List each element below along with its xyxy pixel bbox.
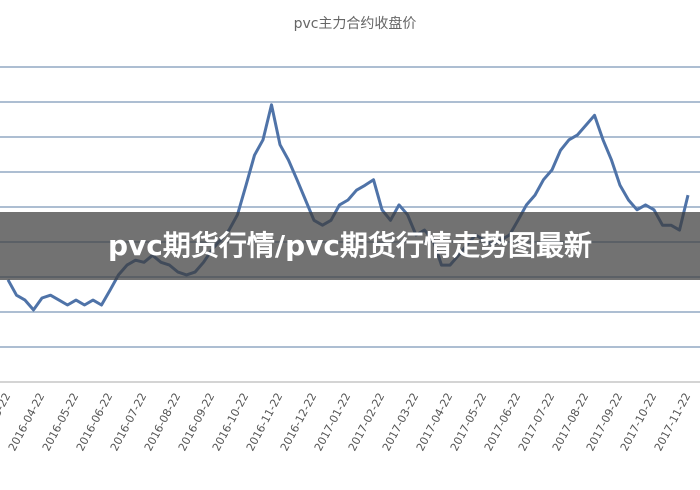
banner xyxy=(0,212,700,280)
banner-text: pvc期货行情/pvc期货行情走势图最新 xyxy=(108,229,592,262)
x-tick-label: 2017-11-22 xyxy=(652,391,693,454)
chart-title: pvc主力合约收盘价 xyxy=(294,15,417,32)
